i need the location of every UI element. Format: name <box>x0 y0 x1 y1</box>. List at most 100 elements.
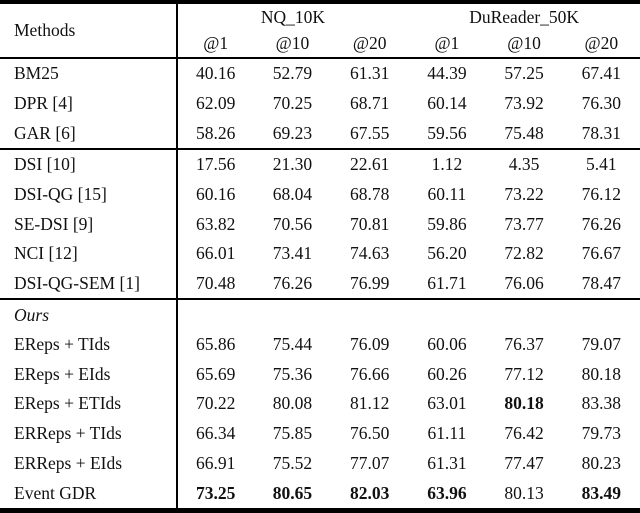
value-cell: 76.06 <box>504 272 544 293</box>
method-cell: DSI [10] <box>0 148 178 180</box>
value-cell: 70.22 <box>195 393 236 414</box>
method-cell: ERReps + TIds <box>0 418 178 449</box>
value-cell: 21.30 <box>253 148 332 180</box>
value-cell: 79.73 <box>581 423 622 444</box>
value-cell: 73.22 <box>504 184 544 205</box>
value-cell: 76.99 <box>349 272 390 293</box>
table-row: DSI-QG-SEM [1] 70.48 76.26 76.99 61.71 76.06 7… <box>0 268 640 300</box>
method-cell: GAR [6] <box>0 118 178 150</box>
value-cell: 61.71 <box>427 272 467 293</box>
empty-cell <box>331 298 409 330</box>
value-cell: 65.69 <box>195 363 236 384</box>
metric-header-nq-at20: @20 <box>352 33 387 53</box>
value-cell: 72.82 <box>504 243 544 264</box>
metric-header-du-at10: @10 <box>507 33 541 53</box>
table-row: ERReps + EIds 66.91 75.52 77.07 61.31 77.47 80… <box>0 448 640 478</box>
value-cell: 76.67 <box>581 243 622 264</box>
value-cell: 76.09 <box>349 334 390 355</box>
value-cell: 76.37 <box>504 334 544 355</box>
value-cell: 40.16 <box>195 63 236 84</box>
value-cell: 44.39 <box>427 63 467 84</box>
value-cell: 76.42 <box>504 423 544 444</box>
value-cell: 56.20 <box>427 243 467 264</box>
method-cell: Event GDR <box>0 478 178 511</box>
value-cell: 75.48 <box>504 122 544 143</box>
value-cell: 82.03 <box>349 482 390 503</box>
value-cell: 59.86 <box>427 213 467 234</box>
value-cell: 67.41 <box>581 63 622 84</box>
method-cell: EReps + EIds <box>0 359 178 390</box>
value-cell: 57.25 <box>504 63 544 84</box>
table-header: Methods NQ_10K DuReader_50K @1 @10 @20 @… <box>0 2 640 58</box>
value-cell: 73.77 <box>504 213 544 234</box>
empty-cell <box>562 298 640 330</box>
metric-header-du-at1: @1 <box>434 33 460 53</box>
metric-header-row: @1 @10 @20 @1 @10 @20 <box>0 30 640 58</box>
value-cell: 60.26 <box>427 363 467 384</box>
value-cell: 70.81 <box>349 213 390 234</box>
section-label: Ours <box>0 298 178 330</box>
value-cell: 76.30 <box>581 93 622 113</box>
metric-header-nq-at1: @1 <box>203 33 229 53</box>
value-cell: 68.04 <box>272 184 313 205</box>
table-row: DSI [10] 17.56 21.30 22.61 1.12 4.35 5.41 <box>0 148 640 180</box>
table-row: SE-DSI [9] 63.82 70.56 70.81 59.86 73.77 76.26 <box>0 209 640 239</box>
value-cell: 73.41 <box>272 243 313 264</box>
value-cell: 78.47 <box>581 272 622 293</box>
value-cell: 80.08 <box>272 393 313 414</box>
method-cell: EReps + TIds <box>0 329 178 360</box>
table-row: DPR [4] 62.09 70.25 68.71 60.14 73.92 76.30 <box>0 88 640 119</box>
metric-header-nq-at10: @10 <box>275 33 310 53</box>
table-row: Event GDR 73.25 80.65 82.03 63.96 80.13 83.49 <box>0 478 640 511</box>
value-cell: 63.01 <box>427 393 467 414</box>
group-header-row: Methods NQ_10K DuReader_50K <box>0 2 640 58</box>
table-row: GAR [6] 58.26 69.23 67.55 59.56 75.48 78.31 <box>0 118 640 150</box>
table-row: DSI-QG [15] 60.16 68.04 68.78 60.11 73.22 76.1… <box>0 179 640 210</box>
table-row: EReps + ETIds 70.22 80.08 81.12 63.01 80.18 83… <box>0 389 640 419</box>
value-cell: 76.12 <box>581 184 622 205</box>
value-cell: 70.56 <box>272 213 313 234</box>
method-cell: BM25 <box>0 58 178 89</box>
value-cell: 77.47 <box>504 452 544 473</box>
value-cell: 75.85 <box>272 423 313 444</box>
value-cell: 83.38 <box>581 393 622 414</box>
method-cell: DSI-QG [15] <box>0 179 178 210</box>
value-cell: 80.65 <box>272 482 313 503</box>
value-cell: 66.91 <box>195 452 236 473</box>
value-cell: 60.16 <box>195 184 236 205</box>
value-cell: 77.07 <box>349 452 390 473</box>
value-cell: 80.23 <box>581 452 622 473</box>
value-cell: 75.52 <box>272 452 313 473</box>
table-row: EReps + TIds 65.86 75.44 76.09 60.06 76.37 79.… <box>0 329 640 360</box>
value-cell: 67.55 <box>349 122 390 143</box>
value-cell: 60.06 <box>427 334 467 355</box>
empty-cell <box>408 298 486 330</box>
value-cell: 76.66 <box>349 363 390 384</box>
value-cell: 78.31 <box>581 122 622 143</box>
value-cell: 22.61 <box>331 148 409 180</box>
value-cell: 68.71 <box>349 93 390 113</box>
method-cell: DSI-QG-SEM [1] <box>0 268 178 300</box>
method-cell: DPR [4] <box>0 88 178 119</box>
methods-column-header: Methods <box>0 2 178 58</box>
value-cell: 1.12 <box>408 148 486 180</box>
value-cell: 80.18 <box>504 393 544 414</box>
table-row: BM25 40.16 52.79 61.31 44.39 57.25 67.41 <box>0 58 640 89</box>
value-cell: 73.92 <box>504 93 544 113</box>
value-cell: 17.56 <box>176 148 254 180</box>
value-cell: 61.11 <box>427 423 467 444</box>
value-cell: 60.14 <box>427 93 467 113</box>
value-cell: 59.56 <box>427 122 467 143</box>
table-body: BM25 40.16 52.79 61.31 44.39 57.25 67.41 DPR [4… <box>0 58 640 511</box>
value-cell: 5.41 <box>562 148 640 180</box>
value-cell: 75.36 <box>272 363 313 384</box>
value-cell: 63.82 <box>195 213 236 234</box>
value-cell: 62.09 <box>195 93 236 113</box>
value-cell: 68.78 <box>349 184 390 205</box>
value-cell: 69.23 <box>272 122 313 143</box>
empty-cell <box>253 298 332 330</box>
table-row: NCI [12] 66.01 73.41 74.63 56.20 72.82 76.67 <box>0 238 640 269</box>
value-cell: 76.26 <box>272 272 313 293</box>
value-cell: 70.48 <box>195 272 236 293</box>
dataset-header-dureader50k: DuReader_50K <box>469 6 580 27</box>
